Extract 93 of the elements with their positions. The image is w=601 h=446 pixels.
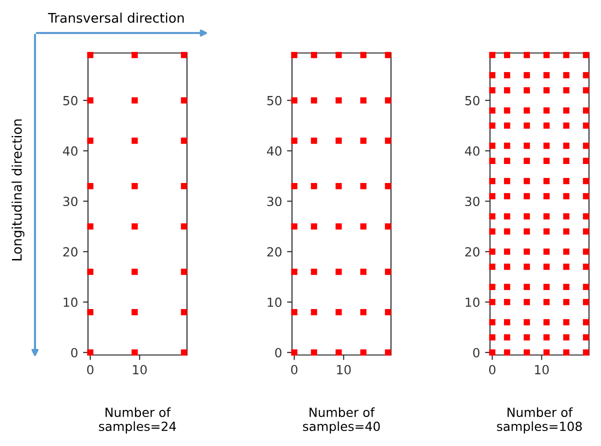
point (360, 182, 366, 190)
point (87, 97, 94, 104)
y-tick-label: 0 (71, 348, 78, 358)
point (132, 349, 138, 356)
point (87, 268, 94, 275)
y-tick-label: 20 (63, 247, 78, 257)
point (180, 349, 188, 356)
point (384, 309, 392, 316)
x-tick-label: 0 (489, 364, 496, 374)
y-tick-label: 40 (62, 146, 78, 156)
point (132, 52, 138, 58)
point (87, 309, 94, 316)
point (132, 309, 138, 316)
y-tick-label: 10 (64, 298, 78, 307)
y-tick-label: 40 (266, 146, 282, 156)
y-tick-label: 30 (465, 196, 480, 206)
y-tick-label: 50 (63, 96, 78, 106)
y-tick-label: 30 (63, 196, 78, 206)
point (132, 138, 138, 144)
point (180, 182, 188, 190)
point (384, 138, 392, 144)
x-tick-label: 10 (337, 364, 351, 374)
point (180, 223, 188, 230)
point (87, 349, 94, 356)
y-tick-label: 20 (465, 247, 480, 257)
point (336, 52, 342, 58)
y-tick-label: 50 (267, 96, 282, 106)
point (336, 309, 342, 316)
point (180, 52, 188, 58)
y-tick-label: 30 (267, 196, 282, 206)
point (132, 268, 138, 275)
point (310, 309, 318, 316)
x-axis-title: Number of samples=24 (99, 407, 176, 434)
point (132, 97, 138, 104)
point (291, 182, 298, 190)
x-axis-title: Number of samples=108 (497, 407, 582, 434)
point (360, 223, 366, 230)
point (336, 223, 342, 230)
point (360, 52, 366, 58)
point (384, 268, 392, 275)
point (180, 97, 188, 104)
point (310, 52, 318, 58)
point (291, 223, 298, 230)
y-tick-label: 10 (268, 298, 282, 307)
point (310, 349, 318, 356)
y-tick-label: 20 (267, 247, 282, 257)
x-tick-label: 0 (87, 364, 94, 374)
x-tick-label: 10 (133, 364, 147, 374)
y-tick-label: 0 (275, 348, 282, 358)
point (180, 268, 188, 275)
point (87, 52, 94, 58)
point (336, 97, 342, 104)
y-tick-label: 50 (465, 96, 480, 106)
point (384, 223, 392, 230)
x-axis-title: Number of samples=40 (303, 407, 380, 434)
text: Longitudinal direction (12, 119, 24, 260)
point (360, 268, 366, 275)
point (336, 182, 342, 190)
point (310, 97, 318, 104)
y-tick-label: 10 (466, 298, 480, 307)
point (180, 138, 188, 144)
point (360, 97, 366, 104)
point (291, 268, 298, 275)
point (87, 223, 94, 230)
point (132, 182, 138, 190)
point (310, 138, 318, 144)
point (336, 138, 342, 144)
point (336, 268, 342, 275)
point (291, 349, 298, 356)
point (291, 138, 298, 144)
point (291, 309, 298, 316)
point (384, 97, 392, 104)
point (384, 52, 392, 58)
point (310, 268, 318, 275)
point (310, 182, 318, 190)
text: Transversal direction (48, 12, 184, 23)
x-tick-label: 0 (291, 364, 298, 374)
point (360, 309, 366, 316)
point (384, 182, 392, 190)
point (180, 309, 188, 316)
y-tick-label: 0 (473, 348, 480, 358)
point (291, 97, 298, 104)
point (336, 349, 342, 356)
point (384, 349, 392, 356)
x-tick-label: 10 (535, 364, 549, 374)
y-tick-label: 40 (464, 146, 480, 156)
point (310, 223, 318, 230)
point (360, 138, 366, 144)
point (360, 349, 366, 356)
point (87, 182, 94, 190)
point (87, 138, 94, 144)
point (291, 52, 298, 58)
point (132, 223, 138, 230)
